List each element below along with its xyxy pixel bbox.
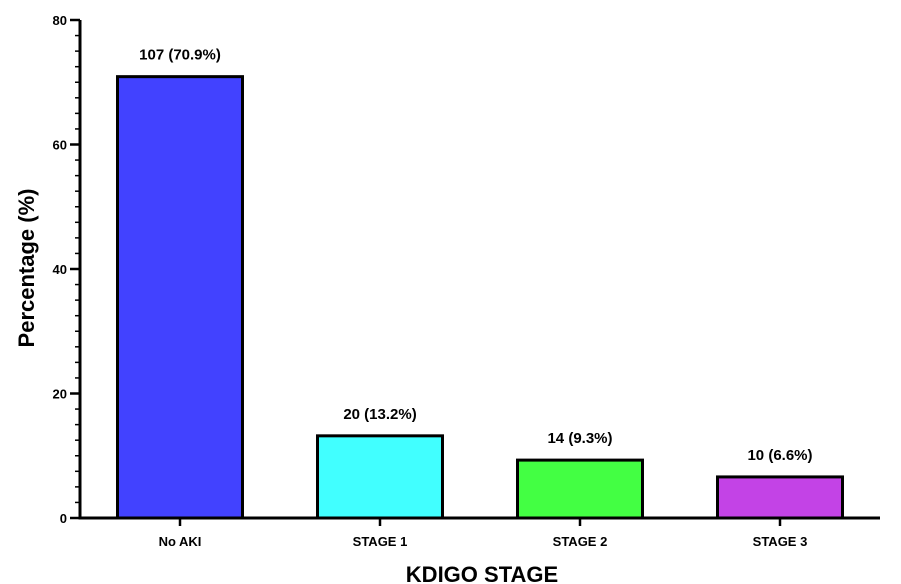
x-axis: No AKI STAGE 1 STAGE 2 STAGE 3 [78,516,880,549]
y-tick-label: 0 [60,511,67,526]
data-label: 20 (13.2%) [343,406,416,423]
bar [316,434,444,520]
data-label: 10 (6.6%) [747,447,812,464]
bars [116,75,844,520]
y-axis: 0 20 40 60 80 [53,13,82,526]
y-tick-label: 20 [53,387,67,402]
data-label: 107 (70.9%) [139,47,221,64]
bar [116,75,244,520]
bar [716,475,844,520]
x-tick-label: STAGE 3 [753,534,808,549]
data-label: 14 (9.3%) [547,430,612,447]
x-tick-label: STAGE 1 [353,534,408,549]
y-tick-label: 80 [53,13,67,28]
y-axis-title: Percentage (%) [14,189,39,348]
bar [516,458,644,520]
x-tick-label: No AKI [159,534,202,549]
x-axis-title: KDIGO STAGE [406,562,558,584]
y-tick-label: 60 [53,138,67,153]
y-tick-label: 40 [53,262,67,277]
x-tick-label: STAGE 2 [553,534,608,549]
data-labels: 107 (70.9%) 20 (13.2%) 14 (9.3%) 10 (6.6%) [139,47,812,464]
